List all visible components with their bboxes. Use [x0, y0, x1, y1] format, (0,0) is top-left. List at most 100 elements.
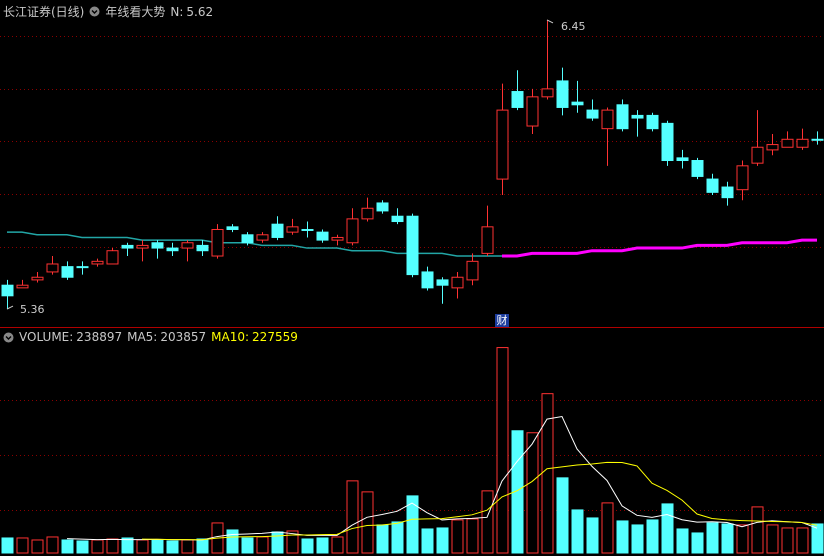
- volume-bar: [436, 527, 449, 554]
- candle-body: [316, 231, 329, 241]
- indicator-param: N:: [170, 4, 184, 19]
- volume-bar: [46, 536, 59, 554]
- volume-bar: [811, 523, 824, 554]
- candle-body: [736, 165, 749, 191]
- high-label: 6.45: [561, 20, 586, 33]
- volume-bar: [571, 509, 584, 554]
- candle-body: [346, 218, 359, 244]
- candle-body: [796, 138, 809, 148]
- volume-bar: [781, 527, 794, 554]
- candle-body: [646, 114, 659, 130]
- event-marker-bg: [495, 314, 509, 327]
- candle-body: [361, 207, 374, 220]
- candle-body: [16, 284, 29, 289]
- candle-body: [601, 109, 614, 130]
- volume-bar: [346, 480, 359, 554]
- trend-line: [502, 238, 817, 258]
- candle-body: [61, 266, 74, 278]
- volume-bar: [301, 538, 314, 554]
- ma-line: [141, 461, 818, 541]
- candle-body: [541, 88, 554, 98]
- candle-body: [466, 260, 479, 281]
- candle-body: [421, 271, 434, 289]
- candle-body: [301, 228, 314, 231]
- volume-bar: [676, 528, 689, 554]
- volume-bar: [1, 537, 14, 554]
- candle-body: [586, 109, 599, 119]
- candle-body: [511, 91, 524, 108]
- volume-bar: [721, 523, 734, 554]
- volume-bar: [631, 524, 644, 554]
- volume-bar: [796, 527, 809, 554]
- indicator-name: 年线看大势: [105, 5, 166, 19]
- candle-body: [196, 244, 209, 252]
- volume-bar: [646, 519, 659, 554]
- trend-line: [7, 231, 502, 257]
- candle-body: [616, 104, 629, 130]
- candle-body: [556, 80, 569, 108]
- volume-bar: [556, 477, 569, 554]
- volume-bar: [421, 528, 434, 554]
- legend-name: MA10:: [211, 330, 250, 344]
- candle-body: [406, 215, 419, 276]
- volume-bar: [406, 495, 419, 554]
- volume-bar: [526, 432, 539, 554]
- candle-body: [766, 144, 779, 151]
- candle-body: [181, 242, 194, 249]
- candle-body: [781, 138, 794, 148]
- candle-body: [481, 226, 494, 254]
- volume-bar: [616, 520, 629, 554]
- volume-bar: [121, 537, 134, 554]
- candle-body: [661, 122, 674, 162]
- candle-body: [46, 263, 59, 273]
- ma-line: [66, 415, 818, 541]
- candle-body: [721, 186, 734, 199]
- volume-bar: [286, 530, 299, 554]
- candle-body: [1, 284, 14, 297]
- volume-bar: [226, 529, 239, 554]
- candle-body: [391, 215, 404, 223]
- candle-body: [751, 146, 764, 164]
- candle-body: [226, 226, 239, 230]
- candle-body: [271, 223, 284, 238]
- volume-bar: [256, 536, 269, 554]
- volume-bar: [271, 531, 284, 554]
- event-marker: 财: [497, 313, 508, 327]
- indicator-value: 5.62: [186, 4, 214, 19]
- volume-bar: [106, 538, 119, 554]
- volume-bar: [376, 524, 389, 554]
- volume-bar: [511, 430, 524, 554]
- legend-value: 227559: [252, 330, 298, 344]
- volume-bar: [706, 522, 719, 554]
- candle-body: [76, 266, 89, 269]
- volume-bar: [496, 347, 509, 554]
- volume-header: VOLUME: 238897 MA5: 203857 MA10: 227559: [3, 330, 298, 344]
- candle-body: [436, 279, 449, 286]
- candle-body: [241, 234, 254, 244]
- candle-body: [631, 114, 644, 119]
- volume-bar: [166, 540, 179, 554]
- volume-bar: [316, 537, 329, 554]
- legend-value: 203857: [160, 330, 207, 344]
- volume-bar: [601, 502, 614, 554]
- volume-bar: [151, 539, 164, 554]
- low-label: 5.36: [20, 303, 45, 316]
- candle-body: [286, 226, 299, 233]
- volume-bar: [391, 521, 404, 554]
- candle-body: [571, 101, 584, 106]
- volume-bar: [766, 524, 779, 554]
- candle-body: [151, 242, 164, 249]
- volume-bar: [586, 517, 599, 554]
- candle-body: [496, 109, 509, 180]
- menu-icon[interactable]: [3, 332, 14, 343]
- volume-bar: [736, 524, 749, 554]
- volume-bar: [691, 532, 704, 554]
- candle-body: [376, 202, 389, 212]
- volume-bar: [136, 539, 149, 554]
- candle-body: [91, 260, 104, 265]
- menu-icon[interactable]: [89, 6, 100, 17]
- candle-body: [211, 228, 224, 257]
- volume-bar: [196, 538, 209, 554]
